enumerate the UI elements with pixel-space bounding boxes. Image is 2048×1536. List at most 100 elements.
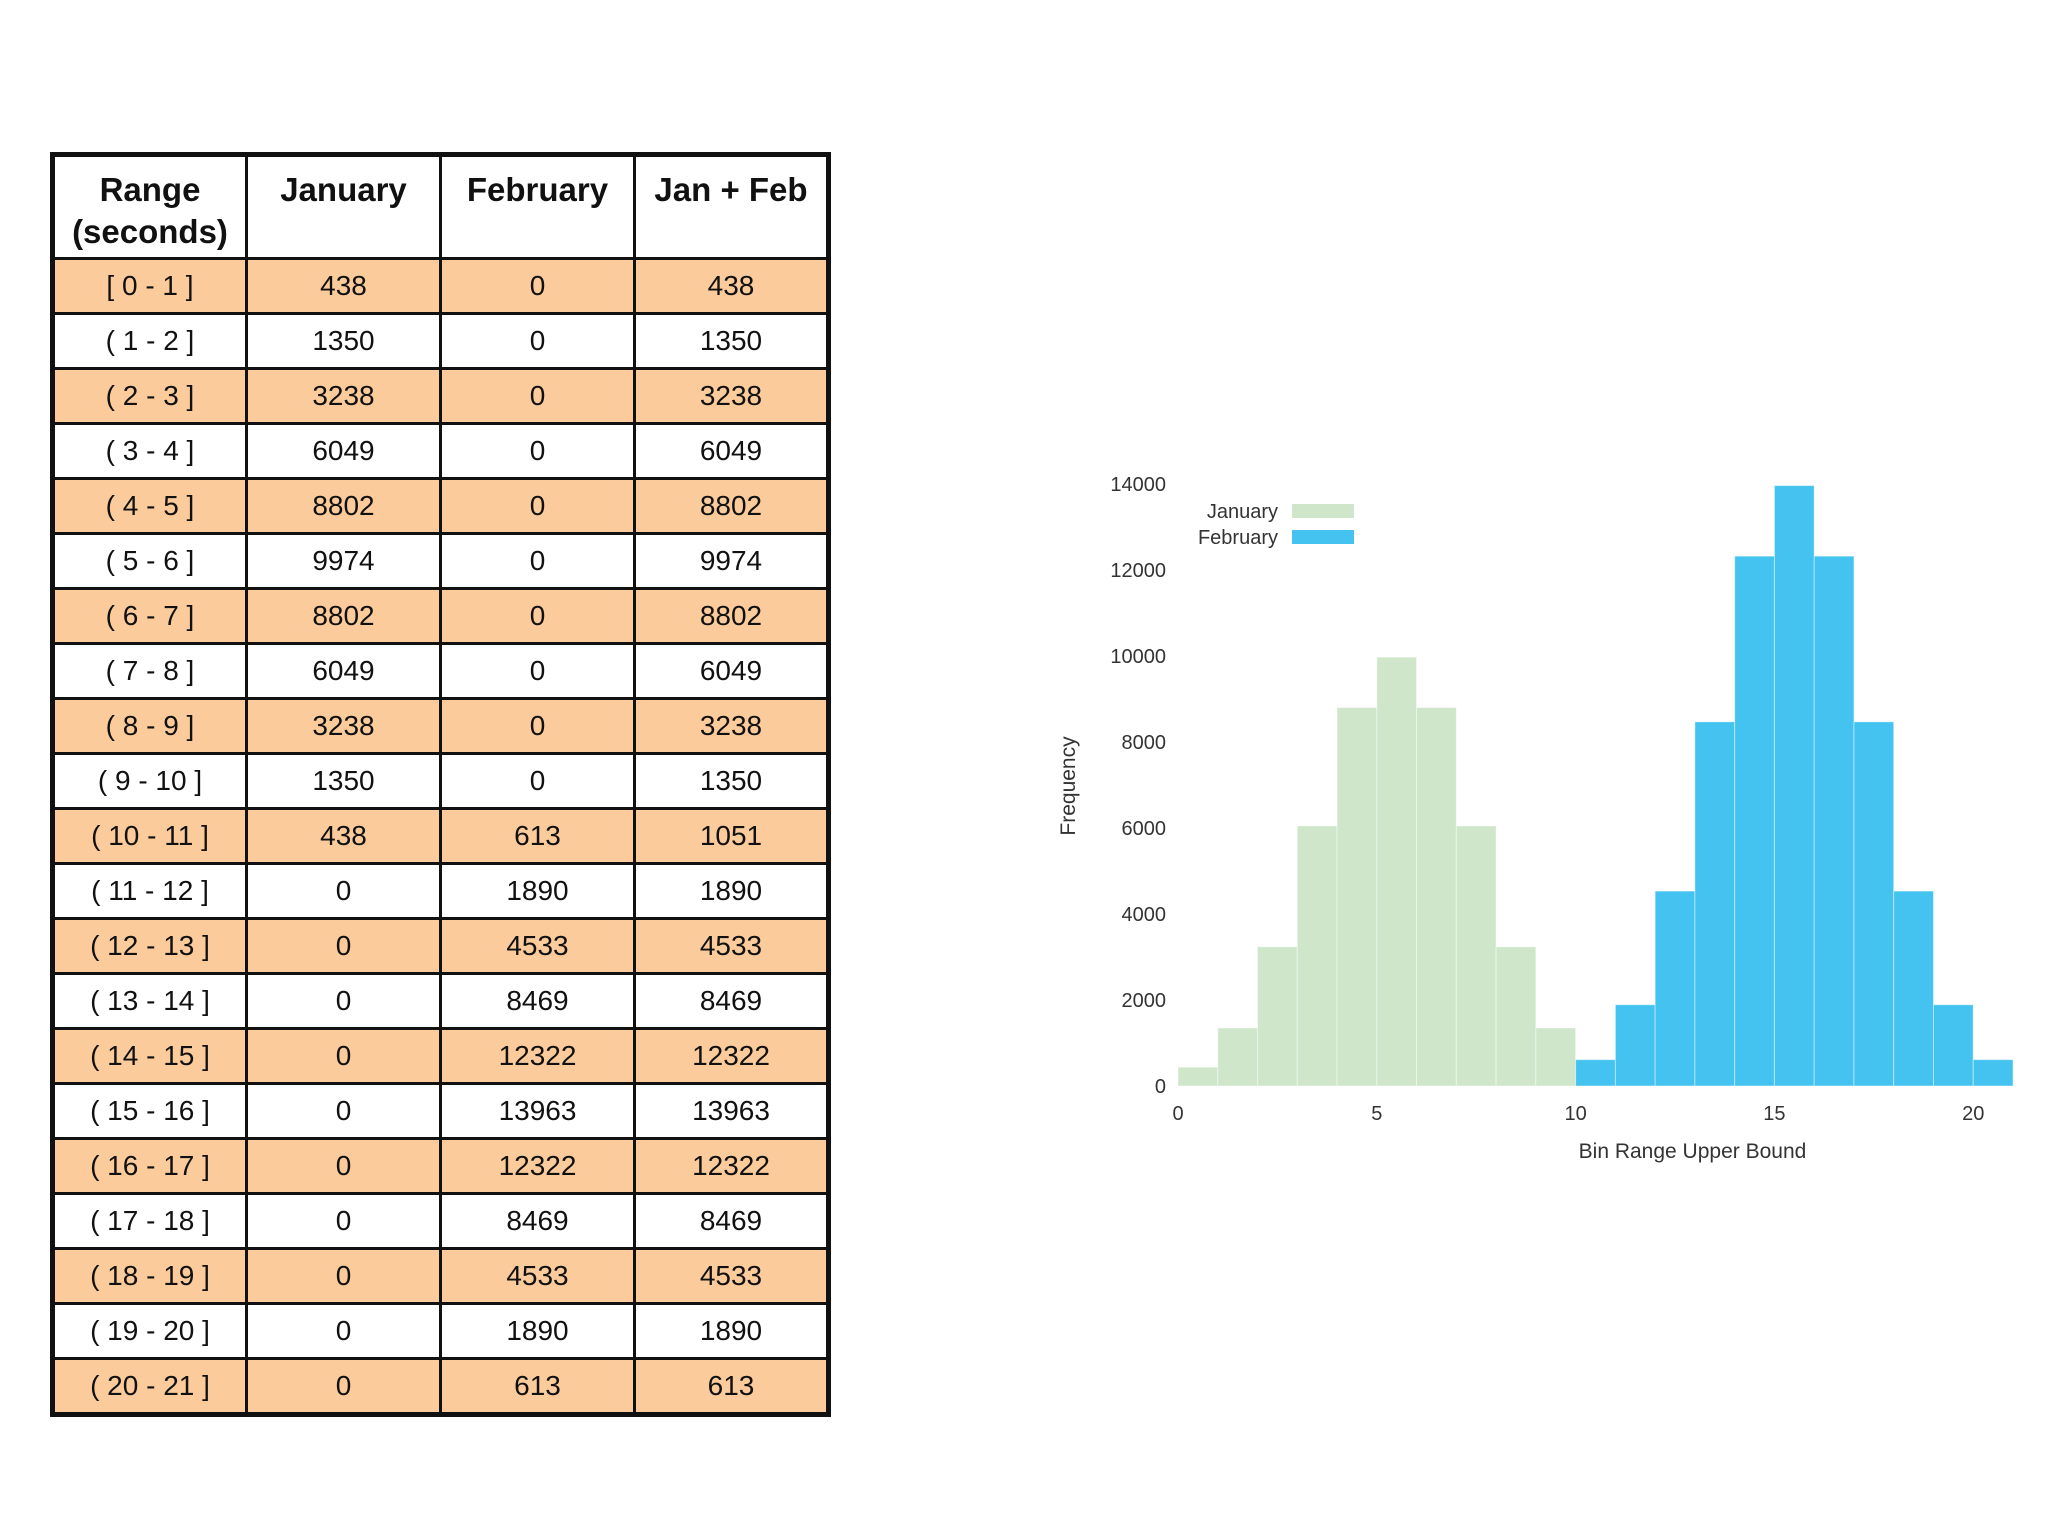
x-tick-label: 0 [1172, 1103, 1183, 1125]
table-cell: ( 10 - 11 ] [51, 807, 248, 865]
table-cell: ( 12 - 13 ] [51, 917, 248, 975]
x-axis-ticks: 0 5 10 15 20 [1172, 1103, 1984, 1125]
february-bar [1614, 1004, 1656, 1087]
table-row: ( 14 - 15 ] 0 12322 12322 [51, 1027, 830, 1085]
january-bar [1455, 825, 1497, 1087]
y-tick-label: 10000 [1110, 646, 1166, 668]
table-cell: ( 5 - 6 ] [51, 532, 248, 590]
table-row: ( 9 - 10 ] 1350 0 1350 [51, 752, 830, 810]
y-tick-label: 8000 [1122, 732, 1167, 754]
table-cell: 613 [439, 807, 636, 865]
january-bar [1336, 707, 1378, 1087]
table-cell: 0 [245, 972, 442, 1030]
january-bar [1416, 707, 1457, 1087]
frequency-table: Range (seconds) January February Jan + Feb … [50, 152, 831, 1417]
table-cell: 9974 [633, 532, 830, 590]
table-row: ( 3 - 4 ] 6049 0 6049 [51, 422, 830, 480]
y-tick-label: 4000 [1122, 904, 1167, 926]
table-cell: 3238 [245, 367, 442, 425]
february-bar [1734, 555, 1775, 1087]
table-cell: 8469 [633, 1192, 830, 1250]
table-cell: 6049 [633, 642, 830, 700]
y-tick-label: 6000 [1122, 818, 1167, 840]
chart-legend: January February [1198, 501, 1354, 549]
table-row: ( 16 - 17 ] 0 12322 12322 [51, 1137, 830, 1195]
january-bar [1495, 946, 1537, 1087]
table-cell: 4533 [633, 917, 830, 975]
table-cell: 1350 [245, 752, 442, 810]
column-header: February [439, 153, 636, 260]
table-row: ( 2 - 3 ] 3238 0 3238 [51, 367, 830, 425]
february-bar [1773, 485, 1815, 1087]
table-row: ( 8 - 9 ] 3238 0 3238 [51, 697, 830, 755]
table-cell: 12322 [439, 1137, 636, 1195]
table-cell: 0 [245, 1082, 442, 1140]
table-cell: 6049 [633, 422, 830, 480]
table-cell: ( 19 - 20 ] [51, 1302, 248, 1360]
table-cell: 0 [439, 532, 636, 590]
legend-label: February [1198, 527, 1278, 549]
january-bar [1535, 1027, 1577, 1087]
table-cell: ( 8 - 9 ] [51, 697, 248, 755]
table-row: ( 1 - 2 ] 1350 0 1350 [51, 312, 830, 370]
table-cell: ( 6 - 7 ] [51, 587, 248, 645]
table-cell: 8802 [245, 477, 442, 535]
table-cell: 13963 [633, 1082, 830, 1140]
table-cell: ( 20 - 21 ] [51, 1357, 248, 1416]
table-cell: 0 [439, 367, 636, 425]
table-row: ( 13 - 14 ] 0 8469 8469 [51, 972, 830, 1030]
table-cell: [ 0 - 1 ] [51, 257, 248, 315]
table-cell: ( 16 - 17 ] [51, 1137, 248, 1195]
table-cell: 8802 [633, 477, 830, 535]
table-cell: ( 2 - 3 ] [51, 367, 248, 425]
february-bar [1853, 721, 1895, 1087]
table-row: ( 20 - 21 ] 0 613 613 [51, 1357, 830, 1416]
table-cell: 1890 [633, 862, 830, 920]
y-axis-label: Frequency [1057, 736, 1080, 836]
legend-label: January [1207, 501, 1278, 523]
table-cell: 8802 [245, 587, 442, 645]
table-cell: 0 [245, 1192, 442, 1250]
table-cell: 3238 [633, 697, 830, 755]
table-cell: ( 13 - 14 ] [51, 972, 248, 1030]
table-row: ( 17 - 18 ] 0 8469 8469 [51, 1192, 830, 1250]
table-row: [ 0 - 1 ] 438 0 438 [51, 257, 830, 315]
february-bar [1575, 1059, 1616, 1087]
column-header: Range (seconds) [51, 153, 248, 260]
table-cell: ( 7 - 8 ] [51, 642, 248, 700]
table-cell: 8802 [633, 587, 830, 645]
table-cell: 6049 [245, 422, 442, 480]
table-cell: 438 [245, 257, 442, 315]
table-cell: ( 1 - 2 ] [51, 312, 248, 370]
table-row: ( 19 - 20 ] 0 1890 1890 [51, 1302, 830, 1360]
table-cell: 13963 [439, 1082, 636, 1140]
table-cell: 0 [439, 312, 636, 370]
table-row: ( 18 - 19 ] 0 4533 4533 [51, 1247, 830, 1305]
histogram-bars [1177, 485, 2014, 1087]
table-cell: 0 [245, 1247, 442, 1305]
table-cell: 0 [245, 1357, 442, 1416]
table-cell: 0 [439, 257, 636, 315]
column-header: January [245, 153, 442, 260]
january-bar [1376, 656, 1418, 1087]
table-cell: 0 [439, 477, 636, 535]
table-cell: 8469 [439, 1192, 636, 1250]
x-tick-label: 15 [1763, 1103, 1785, 1125]
y-axis-ticks: 0 2000 4000 6000 8000 10000 12000 14000 [1110, 474, 1166, 1098]
table-row: ( 5 - 6 ] 9974 0 9974 [51, 532, 830, 590]
table-cell: 1350 [245, 312, 442, 370]
table-cell: 438 [245, 807, 442, 865]
y-tick-label: 2000 [1122, 990, 1167, 1012]
table-row: ( 11 - 12 ] 0 1890 1890 [51, 862, 830, 920]
table-cell: 9974 [245, 532, 442, 590]
table-cell: ( 15 - 16 ] [51, 1082, 248, 1140]
table-cell: 1051 [633, 807, 830, 865]
legend-swatch [1292, 504, 1354, 518]
table-row: ( 10 - 11 ] 438 613 1051 [51, 807, 830, 865]
table-cell: 0 [245, 1302, 442, 1360]
x-tick-label: 5 [1371, 1103, 1382, 1125]
table-cell: 8469 [633, 972, 830, 1030]
table-cell: 438 [633, 257, 830, 315]
table-cell: 0 [439, 422, 636, 480]
table-cell: 6049 [245, 642, 442, 700]
